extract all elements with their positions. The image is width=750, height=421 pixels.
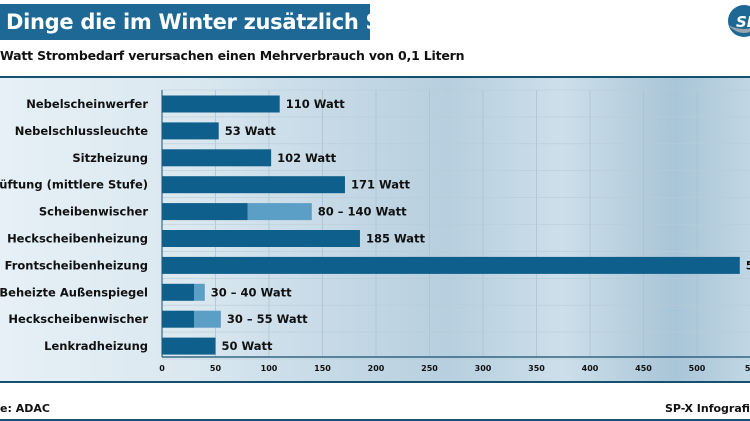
- sp-x-logo: SP: [728, 5, 750, 37]
- value-label: 53 Watt: [225, 124, 277, 138]
- bar: [162, 149, 272, 167]
- category-label: Heckscheibenwischer: [8, 312, 148, 326]
- x-tick-label: 250: [421, 364, 438, 373]
- category-label: Heckscheibenheizung: [7, 232, 148, 246]
- x-tick-label: 350: [528, 364, 545, 373]
- category-label: Nebelschlussleuchte: [15, 124, 148, 138]
- x-tick-label: 450: [635, 364, 652, 373]
- x-tick-label: 0: [159, 364, 165, 373]
- bar: [162, 310, 195, 328]
- x-tick-label: 50: [210, 364, 222, 373]
- value-label: 185 Watt: [366, 232, 426, 246]
- bar-range: [247, 203, 312, 221]
- category-label: Scheibenwischer: [39, 205, 148, 219]
- category-label: Beheizte Außenspiegel: [0, 285, 148, 299]
- x-tick-label: 400: [582, 364, 599, 373]
- value-label: 5: [746, 258, 750, 272]
- bar-range: [194, 310, 221, 328]
- value-label: 30 – 55 Watt: [227, 312, 308, 326]
- chart-subtitle: Watt Strombedarf verursachen einen Mehrv…: [0, 48, 465, 63]
- bar-chart: 0 50 100 150 200 250 300 350 400 450 500 55 Nebelsch…: [0, 89, 750, 373]
- x-tick-label: 100: [261, 364, 278, 373]
- bar: [162, 122, 219, 140]
- value-label: 30 – 40 Watt: [211, 285, 292, 299]
- category-label: Lüftung (mittlere Stufe): [0, 178, 148, 192]
- category-label: Lenkradheizung: [44, 339, 148, 353]
- value-label: 80 – 140 Watt: [318, 205, 407, 219]
- credit-note: SP-X Infografik: [665, 402, 750, 415]
- x-tick-label: 500: [689, 364, 706, 373]
- value-label: 171 Watt: [351, 178, 411, 192]
- value-label: 110 Watt: [286, 97, 346, 111]
- x-tick-label: 300: [475, 364, 492, 373]
- bar-range: [194, 283, 205, 301]
- bar: [162, 176, 345, 194]
- svg-text:SP: SP: [736, 13, 750, 31]
- chart-title: Dinge die im Winter zusätzlich Sprit kos…: [0, 4, 507, 40]
- category-label: Nebelscheinwerfer: [26, 97, 148, 111]
- value-label: 102 Watt: [277, 151, 337, 165]
- x-tick-label: 55: [745, 364, 750, 373]
- divider: [0, 419, 750, 421]
- bar: [162, 283, 195, 301]
- category-label: Frontscheibenheizung: [5, 258, 148, 272]
- bar: [162, 256, 740, 274]
- source-note: e: ADAC: [0, 402, 50, 415]
- bar: [162, 95, 280, 113]
- bar: [162, 203, 248, 221]
- bar: [162, 337, 216, 355]
- x-tick-label: 200: [368, 364, 385, 373]
- category-label: Sitzheizung: [72, 151, 148, 165]
- value-label: 50 Watt: [222, 339, 274, 353]
- bar: [162, 230, 360, 247]
- x-tick-label: 150: [314, 364, 331, 373]
